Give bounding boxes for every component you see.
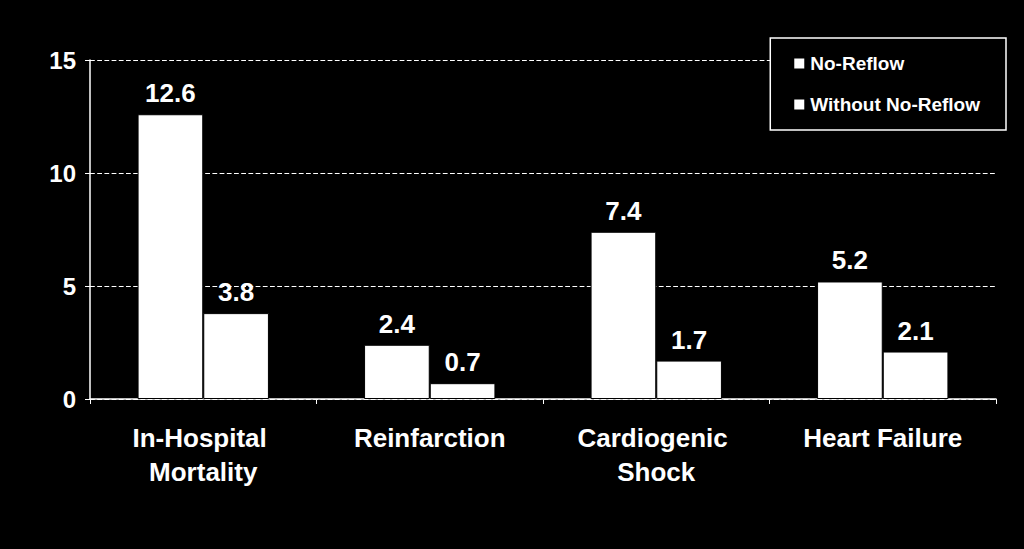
svg-text:In-Hospital: In-Hospital: [132, 423, 274, 453]
svg-text:Reinfarction: Reinfarction: [354, 423, 506, 453]
svg-text:5: 5: [63, 273, 76, 300]
svg-text:7.4: 7.4: [605, 196, 642, 226]
svg-text:2.4: 2.4: [379, 309, 416, 339]
svg-text:2.1: 2.1: [898, 316, 934, 346]
svg-text:Without No-Reflow: Without No-Reflow: [810, 94, 980, 115]
svg-text:3.8: 3.8: [218, 277, 254, 307]
svg-text:No-Reflow: No-Reflow: [810, 53, 904, 74]
svg-text:0.7: 0.7: [445, 347, 481, 377]
svg-text:Shock: Shock: [617, 457, 696, 487]
svg-text:15: 15: [49, 47, 76, 74]
svg-text:10: 10: [49, 160, 76, 187]
svg-text:Heart Failure: Heart Failure: [803, 423, 962, 453]
svg-text:Cardiogenic: Cardiogenic: [578, 423, 735, 453]
svg-text:5.2: 5.2: [832, 245, 868, 275]
svg-text:0: 0: [63, 386, 76, 413]
svg-text:Mortality: Mortality: [149, 457, 258, 487]
svg-text:12.6: 12.6: [145, 78, 196, 108]
svg-text:1.7: 1.7: [671, 325, 707, 355]
